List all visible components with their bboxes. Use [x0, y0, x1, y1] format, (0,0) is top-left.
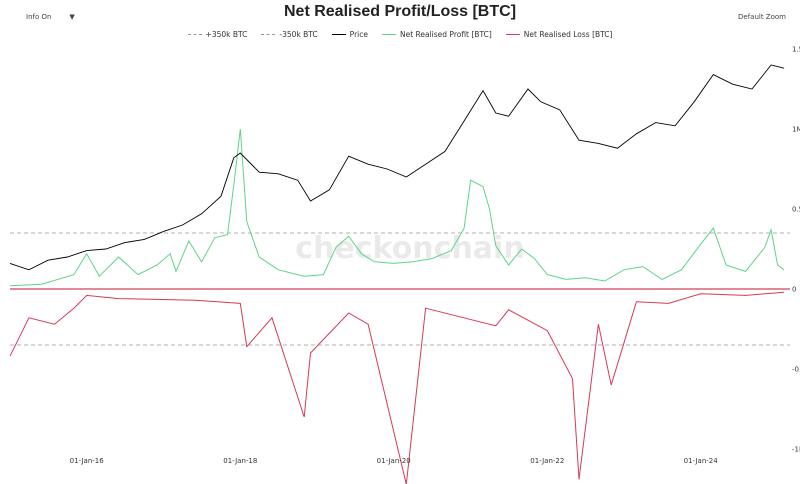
legend-swatch [187, 34, 202, 35]
y-tick-label: -0.5M [792, 366, 800, 374]
legend-item-upper-band[interactable]: +350k BTC [187, 30, 248, 39]
legend-swatch [381, 34, 396, 35]
x-tick-label: 01-Jan-22 [530, 457, 564, 465]
zoom-toggle-label: Default Zoom [738, 13, 786, 21]
legend-label: Net Realised Profit [BTC] [399, 30, 492, 39]
legend-swatch [261, 34, 276, 35]
loss-series-line [9, 291, 785, 484]
x-tick-label: 01-Jan-16 [70, 457, 105, 465]
x-tick-label: 01-Jan-18 [223, 457, 257, 465]
y-axis-right: 1.5M 1M 0.5M 0 -0.5M -1M [792, 46, 800, 454]
legend-item-price[interactable]: Price [331, 30, 368, 39]
chevron-down-icon: ▼ [69, 13, 75, 21]
band-layer [10, 232, 790, 346]
legend-item-profit[interactable]: Net Realised Profit [BTC] [381, 30, 492, 39]
y-tick-label: -1M [792, 446, 800, 454]
price-series-line [9, 64, 785, 271]
x-axis: 01-Jan-16 01-Jan-18 01-Jan-20 01-Jan-22 01-J… [70, 457, 719, 465]
profit-series-line [9, 128, 785, 287]
chart-title: Net Realised Profit/Loss [BTC] [283, 3, 517, 20]
y-tick-label: 1M [792, 126, 800, 134]
y-tick-label: 1.5M [792, 46, 800, 54]
legend-label: Price [349, 30, 368, 39]
zoom-toggle[interactable]: Default Zoom [738, 13, 786, 21]
legend: +350k BTC -350k BTC Price Net Realised P… [0, 30, 800, 39]
y-tick-label: 0 [792, 286, 796, 294]
watermark: checkonchain [295, 231, 524, 266]
y-tick-label: 0.5M [792, 206, 800, 214]
info-toggle[interactable]: Info On ▼ [26, 13, 75, 21]
legend-item-lower-band[interactable]: -350k BTC [261, 30, 318, 39]
legend-label: +350k BTC [205, 30, 248, 39]
legend-label: Net Realised Loss [BTC] [523, 30, 613, 39]
legend-item-loss[interactable]: Net Realised Loss [BTC] [505, 30, 613, 39]
x-tick-label: 01-Jan-24 [684, 457, 719, 465]
legend-swatch [331, 34, 346, 35]
info-toggle-label: Info On [26, 13, 52, 21]
x-tick-label: 01-Jan-20 [377, 457, 411, 465]
legend-swatch [505, 34, 520, 35]
legend-label: -350k BTC [279, 30, 318, 39]
series-layer [9, 64, 785, 484]
